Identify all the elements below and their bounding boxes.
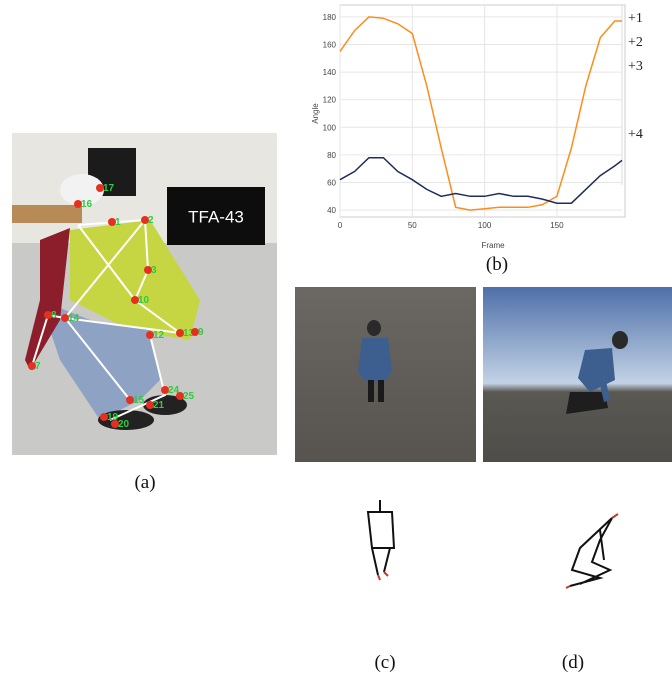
keypoint-label: 2: [148, 215, 154, 226]
chart: 40 60 80 100 120 140 160 180 0 50 100 150 Frame Angle…: [311, 5, 643, 250]
keypoint-label: 16: [81, 199, 93, 210]
x-tick-label: 0: [338, 221, 343, 230]
y-tick-label: 160: [323, 41, 337, 50]
y-tick-label: 180: [323, 13, 337, 22]
figure: TFA-43 161712310121398714151920212425 (a…: [0, 0, 672, 685]
tag-text: TFA-43: [188, 207, 244, 226]
keypoint-label: 14: [68, 313, 80, 324]
keypoint-label: 21: [153, 400, 165, 411]
x-tick-label: 100: [478, 221, 492, 230]
legend-entry: +1: [628, 11, 643, 26]
y-tick-label: 140: [323, 68, 337, 77]
keypoint-label: 17: [103, 183, 115, 194]
keypoint-label: 25: [183, 391, 195, 402]
x-tick-label: 50: [408, 221, 417, 230]
panel-label: (c): [374, 652, 395, 673]
y-tick-label: 120: [323, 96, 337, 105]
keypoint-label: 12: [153, 330, 165, 341]
y-tick-label: 40: [327, 206, 336, 215]
legend-entry: +4: [628, 127, 643, 142]
keypoint-label: 1: [115, 217, 121, 228]
keypoint-label: 3: [151, 265, 157, 276]
legend-entry: +2: [628, 35, 643, 50]
plot-area: [340, 5, 625, 217]
page: TFA-43 161712310121398714151920212425 (a…: [0, 0, 672, 685]
render-view: [483, 287, 672, 462]
legend-entry: +3: [628, 59, 643, 74]
keypoint-label: 9: [198, 327, 204, 338]
y-tick-label: 100: [323, 123, 337, 132]
y-tick-label: 80: [327, 151, 336, 160]
panel-label: (a): [134, 472, 155, 493]
x-tick-label: 150: [550, 221, 564, 230]
keypoint-label: 7: [35, 361, 41, 372]
stick-figure: [566, 514, 618, 588]
keypoint-label: 10: [138, 295, 150, 306]
x-axis-label: Frame: [481, 241, 505, 250]
y-tick-label: 60: [327, 179, 336, 188]
panel-label: (d): [562, 652, 584, 673]
panel-label: (b): [486, 254, 508, 275]
keypoint-label: 8: [51, 310, 57, 321]
desk: [12, 205, 82, 223]
stick-figure: [368, 500, 394, 580]
y-axis-label: Angle: [311, 103, 320, 124]
keypoint-label: 20: [118, 419, 130, 430]
keypoint-label: 15: [133, 395, 145, 406]
